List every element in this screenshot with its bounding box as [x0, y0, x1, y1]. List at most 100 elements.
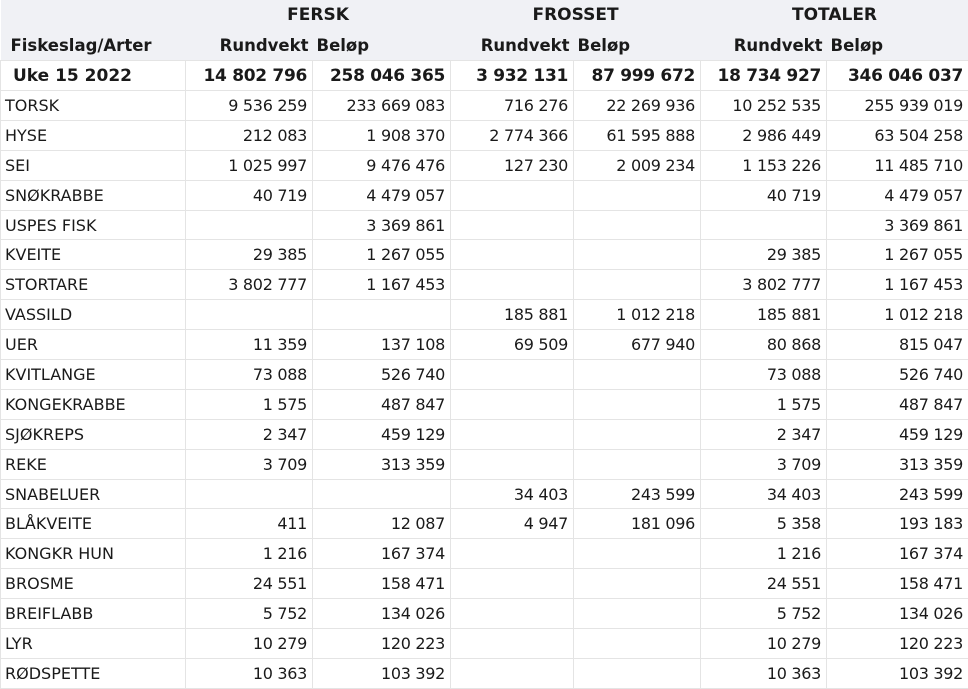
value-cell	[313, 300, 451, 330]
value-cell: 526 740	[827, 360, 968, 390]
value-cell: 29 385	[186, 240, 313, 270]
species-name: BLÅKVEITE	[1, 509, 186, 539]
value-cell: 73 088	[186, 360, 313, 390]
species-name: RØDSPETTE	[1, 658, 186, 688]
value-cell: 24 551	[701, 569, 827, 599]
value-cell	[451, 360, 574, 390]
value-cell: 526 740	[313, 360, 451, 390]
value-cell: 2 347	[186, 419, 313, 449]
value-cell: 10 252 535	[701, 91, 827, 121]
value-cell: 4 947	[451, 509, 574, 539]
value-cell	[186, 210, 313, 240]
species-name: LYR	[1, 629, 186, 659]
value-cell: 212 083	[186, 120, 313, 150]
value-cell	[451, 210, 574, 240]
value-cell	[574, 270, 701, 300]
value-cell	[574, 569, 701, 599]
value-cell	[186, 479, 313, 509]
value-cell: 2 347	[701, 419, 827, 449]
species-name: REKE	[1, 449, 186, 479]
value-cell: 73 088	[701, 360, 827, 390]
value-cell: 10 363	[701, 658, 827, 688]
total-label: Uke 15 2022	[1, 61, 186, 91]
value-cell	[451, 419, 574, 449]
value-cell: 1 575	[186, 389, 313, 419]
value-cell	[451, 240, 574, 270]
total-cell: 258 046 365	[313, 61, 451, 91]
value-cell	[313, 479, 451, 509]
value-cell: 127 230	[451, 150, 574, 180]
totaler-belop-header: Beløp	[827, 30, 968, 61]
value-cell: 11 485 710	[827, 150, 968, 180]
value-cell: 34 403	[701, 479, 827, 509]
species-name: SNØKRABBE	[1, 180, 186, 210]
value-cell: 1 025 997	[186, 150, 313, 180]
value-cell	[574, 360, 701, 390]
value-cell: 134 026	[313, 599, 451, 629]
value-cell: 10 279	[186, 629, 313, 659]
value-cell: 411	[186, 509, 313, 539]
value-cell: 5 358	[701, 509, 827, 539]
value-cell	[451, 658, 574, 688]
value-cell	[574, 449, 701, 479]
total-cell: 3 932 131	[451, 61, 574, 91]
value-cell: 11 359	[186, 330, 313, 360]
value-cell: 815 047	[827, 330, 968, 360]
value-cell: 3 802 777	[701, 270, 827, 300]
value-cell	[574, 539, 701, 569]
value-cell	[574, 210, 701, 240]
value-cell	[451, 569, 574, 599]
value-cell: 1 216	[701, 539, 827, 569]
value-cell: 120 223	[827, 629, 968, 659]
value-cell: 185 881	[451, 300, 574, 330]
value-cell	[451, 389, 574, 419]
value-cell: 137 108	[313, 330, 451, 360]
value-cell	[574, 599, 701, 629]
value-cell: 80 868	[701, 330, 827, 360]
value-cell: 313 359	[827, 449, 968, 479]
value-cell: 313 359	[313, 449, 451, 479]
value-cell: 255 939 019	[827, 91, 968, 121]
species-name: STORTARE	[1, 270, 186, 300]
empty-header	[1, 0, 186, 30]
value-cell: 185 881	[701, 300, 827, 330]
value-cell	[574, 419, 701, 449]
value-cell: 34 403	[451, 479, 574, 509]
value-cell: 1 575	[701, 389, 827, 419]
group-frosset: FROSSET	[451, 0, 701, 30]
value-cell: 233 669 083	[313, 91, 451, 121]
group-header-row: FERSK FROSSET TOTALER	[1, 0, 968, 30]
value-cell	[574, 240, 701, 270]
fersk-rundvekt-header: Rundvekt	[186, 30, 313, 61]
value-cell	[186, 300, 313, 330]
value-cell: 5 752	[186, 599, 313, 629]
species-name: BROSME	[1, 569, 186, 599]
value-cell: 29 385	[701, 240, 827, 270]
value-cell: 2 986 449	[701, 120, 827, 150]
value-cell: 10 279	[701, 629, 827, 659]
value-cell	[451, 449, 574, 479]
value-cell	[451, 270, 574, 300]
value-cell: 103 392	[827, 658, 968, 688]
total-cell: 87 999 672	[574, 61, 701, 91]
value-cell: 1 216	[186, 539, 313, 569]
value-cell: 1 167 453	[827, 270, 968, 300]
value-cell: 9 536 259	[186, 91, 313, 121]
value-cell: 3 709	[701, 449, 827, 479]
value-cell: 487 847	[313, 389, 451, 419]
